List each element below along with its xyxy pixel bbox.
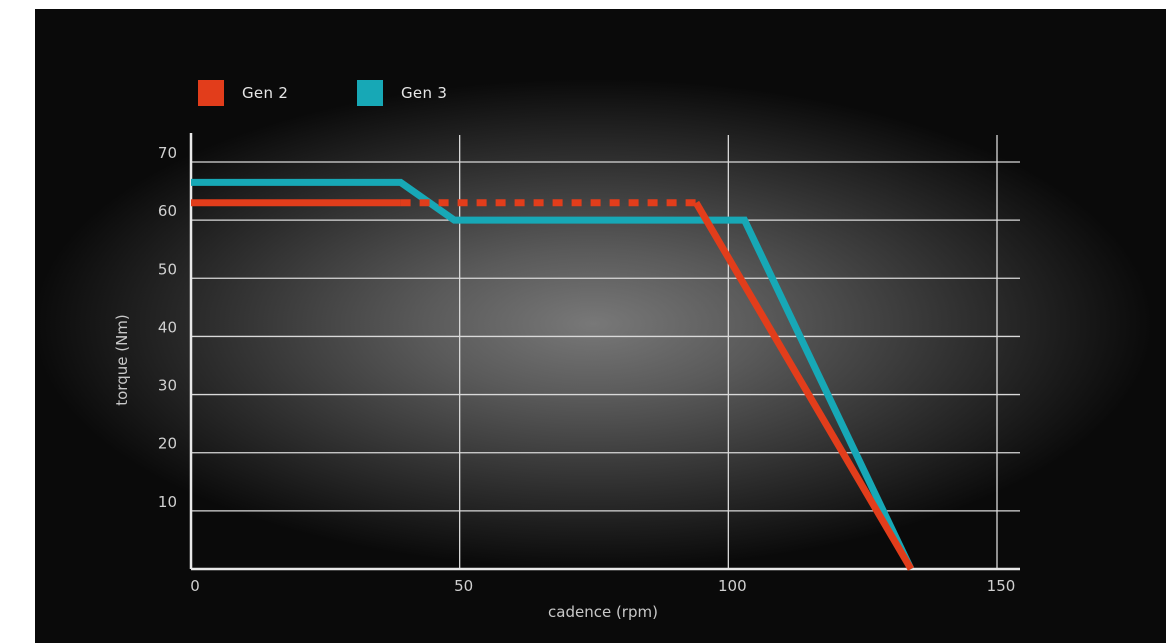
axis-layer: torque (Nm) cadence (rpm) 10 20 30 40 50 60 70… [113,133,1020,621]
x-tick-label: 100 [718,577,747,595]
y-tick-label: 40 [158,318,177,336]
y-tick-label: 70 [158,144,177,162]
y-tick-label: 20 [158,435,177,453]
y-tick-label: 10 [158,493,177,511]
series-line-gen2-solid [693,200,915,571]
y-tick-label: 50 [158,260,177,278]
x-tick-label: 0 [190,577,200,595]
x-tick-label: 50 [454,577,473,595]
series-line-gen3-solid [191,178,915,571]
legend-label-gen3: Gen 3 [401,84,448,102]
x-axis-label: cadence (rpm) [548,603,658,621]
legend-swatch-gen3 [357,80,383,106]
legend-item-gen3: Gen 3 [357,80,447,106]
torque-chart: torque (Nm) cadence (rpm) 10 20 30 40 50 60 70… [113,133,1020,621]
series-layer [191,178,915,571]
y-tick-label: 30 [158,377,177,395]
chart-panel: Gen 2 Gen 3 torque (Nm) cadence (rpm) 10… [35,9,1166,643]
legend-label-gen2: Gen 2 [242,84,289,102]
y-tick-label: 60 [158,202,177,220]
legend-item-gen2: Gen 2 [198,80,288,106]
legend-swatch-gen2 [198,80,224,106]
x-tick-label: 150 [987,577,1016,595]
y-axis-label: torque (Nm) [113,314,131,406]
